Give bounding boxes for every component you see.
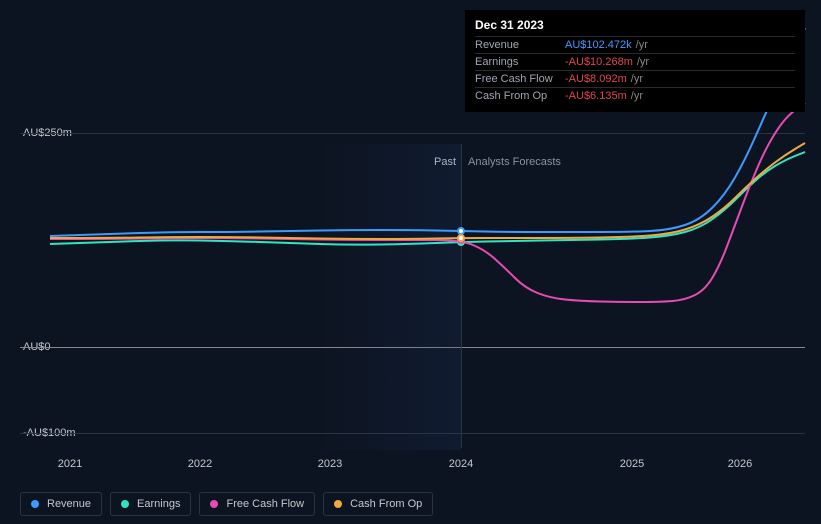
x-axis-label: 2026 <box>728 458 752 470</box>
legend-dot <box>31 500 39 508</box>
tooltip-label: Earnings <box>475 56 565 68</box>
gridline <box>20 133 805 134</box>
x-axis-label: 2021 <box>58 458 82 470</box>
tooltip-unit: /yr <box>631 73 643 85</box>
legend-label: Free Cash Flow <box>226 498 304 510</box>
tooltip-value: -AU$10.268m <box>565 56 633 68</box>
tooltip-label: Cash From Op <box>475 90 565 102</box>
financial-chart: Dec 31 2023 RevenueAU$102.472k/yrEarning… <box>20 10 805 470</box>
legend-dot <box>121 500 129 508</box>
legend-item-fcf[interactable]: Free Cash Flow <box>199 492 315 516</box>
series-line-cfo <box>50 143 805 239</box>
plot-area[interactable] <box>20 144 805 450</box>
tooltip-unit: /yr <box>637 56 649 68</box>
tooltip-label: Free Cash Flow <box>475 73 565 85</box>
legend-label: Revenue <box>47 498 91 510</box>
x-axis: 2021 2022 2023 2024 2025 2026 <box>20 452 805 470</box>
legend-dot <box>210 500 218 508</box>
marker-cfo <box>457 234 465 242</box>
x-axis-label: 2024 <box>449 458 473 470</box>
x-axis-label: 2023 <box>318 458 342 470</box>
legend-dot <box>334 500 342 508</box>
legend-item-cfo[interactable]: Cash From Op <box>323 492 433 516</box>
legend-item-revenue[interactable]: Revenue <box>20 492 102 516</box>
legend-label: Earnings <box>137 498 180 510</box>
chart-tooltip: Dec 31 2023 RevenueAU$102.472k/yrEarning… <box>465 10 805 112</box>
tooltip-row: Free Cash Flow-AU$8.092m/yr <box>475 70 795 87</box>
tooltip-unit: /yr <box>636 39 648 51</box>
tooltip-row: Cash From Op-AU$6.135m/yr <box>475 87 795 104</box>
tooltip-value: -AU$6.135m <box>565 90 627 102</box>
legend-label: Cash From Op <box>350 498 422 510</box>
legend-item-earnings[interactable]: Earnings <box>110 492 191 516</box>
tooltip-value: -AU$8.092m <box>565 73 627 85</box>
tooltip-row: RevenueAU$102.472k/yr <box>475 36 795 53</box>
tooltip-unit: /yr <box>631 90 643 102</box>
chart-legend: Revenue Earnings Free Cash Flow Cash From O… <box>20 492 433 516</box>
x-axis-label: 2025 <box>620 458 644 470</box>
tooltip-row: Earnings-AU$10.268m/yr <box>475 53 795 70</box>
tooltip-value: AU$102.472k <box>565 39 632 51</box>
tooltip-date: Dec 31 2023 <box>475 18 795 36</box>
x-axis-label: 2022 <box>188 458 212 470</box>
tooltip-label: Revenue <box>475 39 565 51</box>
